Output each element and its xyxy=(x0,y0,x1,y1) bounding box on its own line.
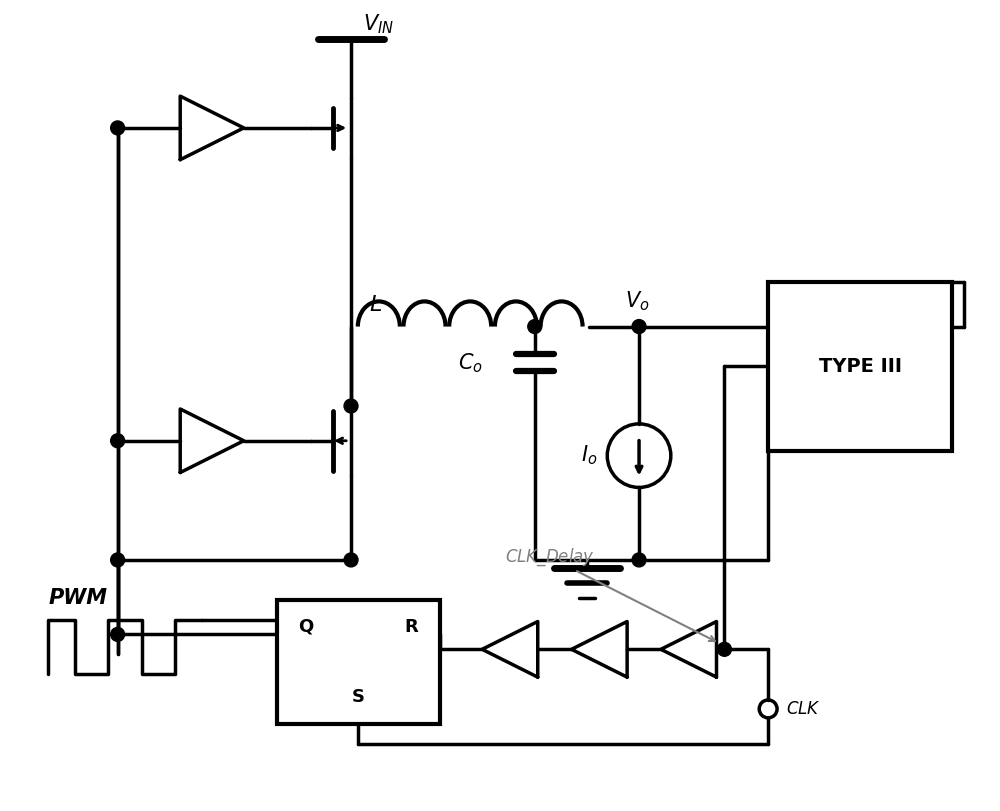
Circle shape xyxy=(344,553,358,567)
Text: TYPE III: TYPE III xyxy=(819,357,902,375)
Circle shape xyxy=(111,434,125,448)
Circle shape xyxy=(528,320,542,333)
Text: Q: Q xyxy=(298,617,314,636)
Circle shape xyxy=(344,399,358,413)
Text: $C_o$: $C_o$ xyxy=(458,351,483,375)
Circle shape xyxy=(111,553,125,567)
Bar xyxy=(277,599,440,723)
Text: PWM: PWM xyxy=(48,588,107,607)
Text: R: R xyxy=(405,617,419,636)
Circle shape xyxy=(111,628,125,642)
Text: S: S xyxy=(352,688,365,706)
Circle shape xyxy=(717,642,731,656)
Text: $V_{IN}$: $V_{IN}$ xyxy=(363,12,394,36)
Circle shape xyxy=(632,553,646,567)
Text: $L$: $L$ xyxy=(369,294,382,315)
Bar xyxy=(768,282,952,451)
Text: $I_o$: $I_o$ xyxy=(581,444,597,467)
Text: $CLK$: $CLK$ xyxy=(786,700,821,718)
Circle shape xyxy=(632,320,646,333)
Text: $V_o$: $V_o$ xyxy=(625,289,649,312)
Circle shape xyxy=(111,121,125,135)
Text: $CLK\_Delay$: $CLK\_Delay$ xyxy=(505,547,595,568)
